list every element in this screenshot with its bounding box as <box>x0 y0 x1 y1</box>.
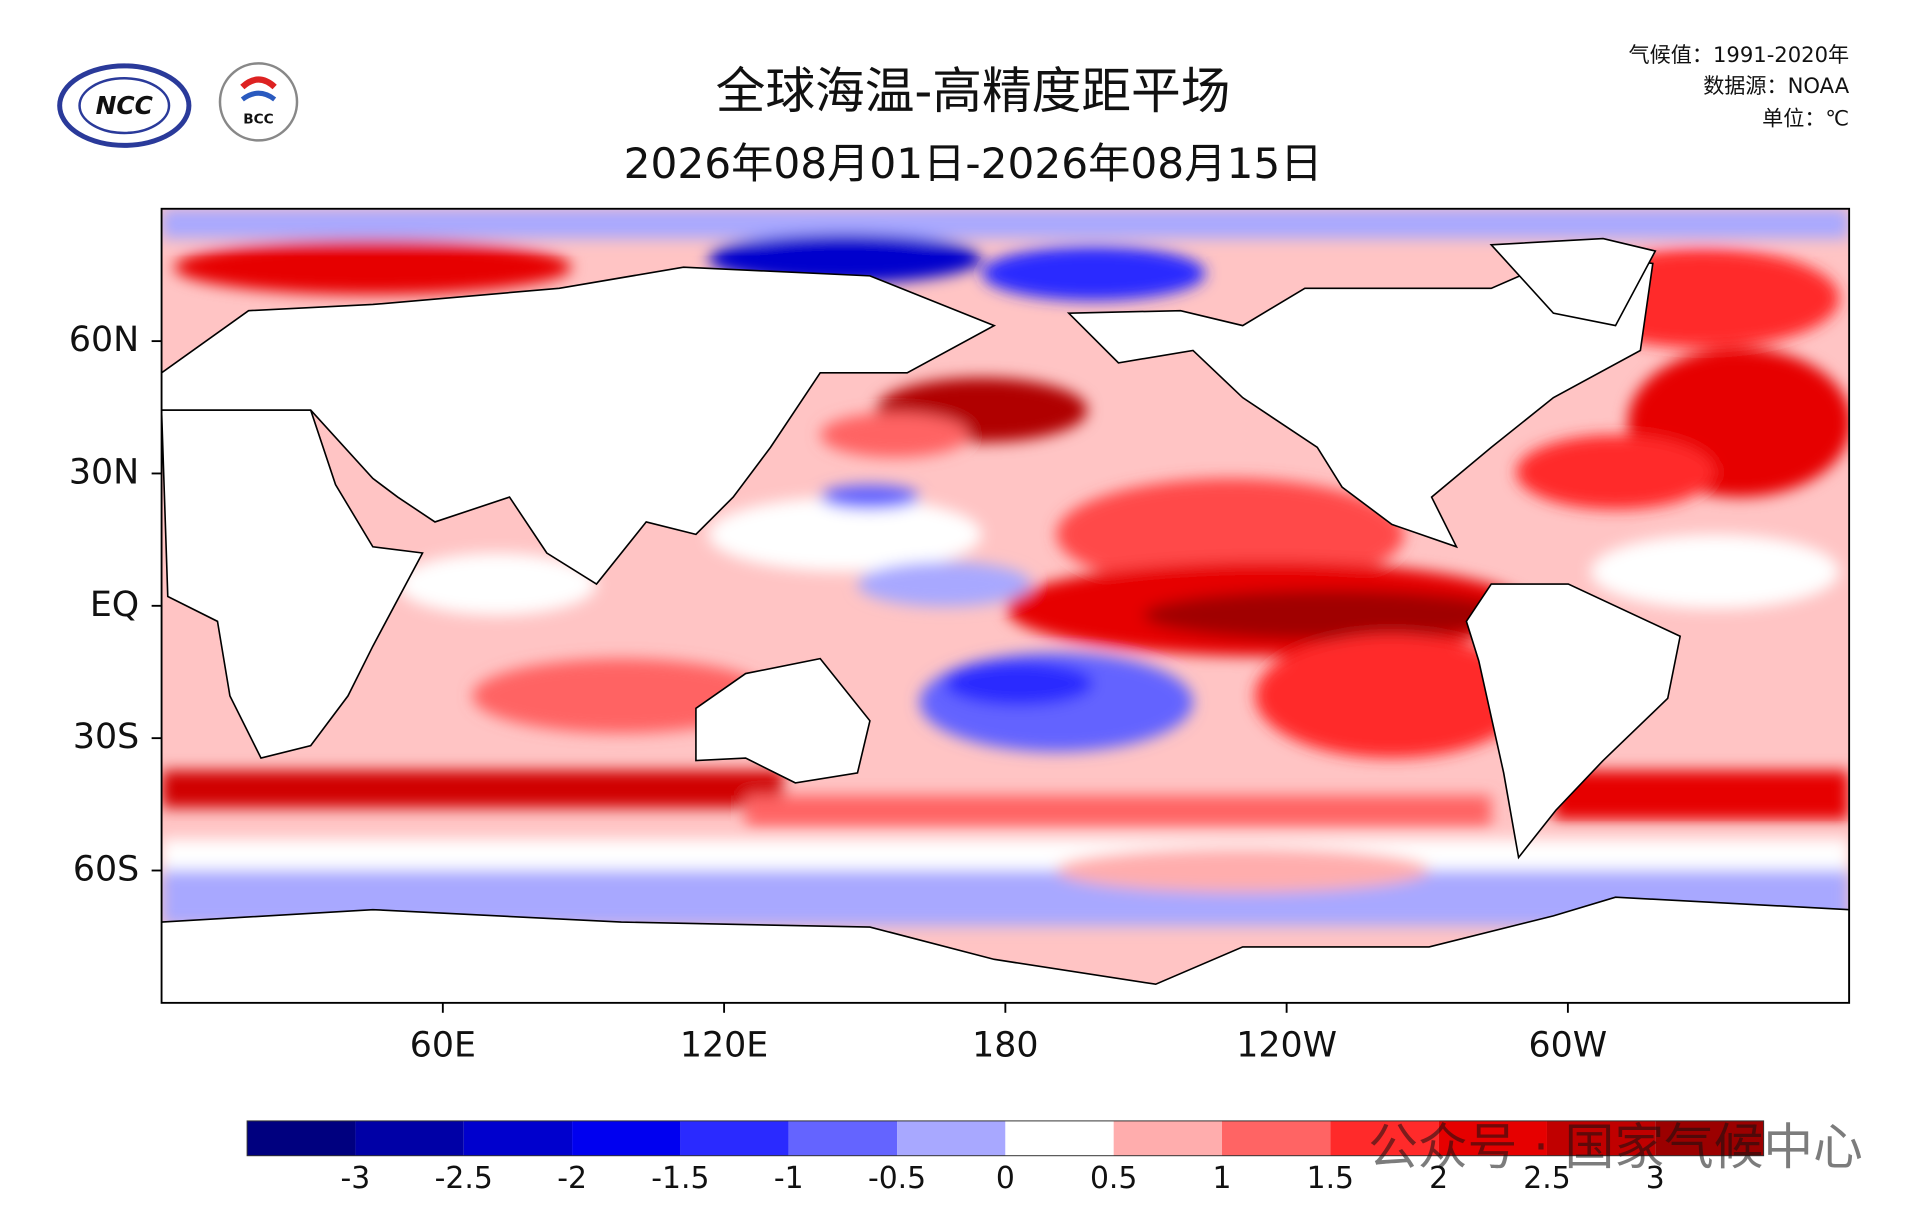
map-field <box>161 208 1850 1003</box>
colorbar-tick-label: -1.5 <box>651 1161 709 1196</box>
bcc-logo: BCC <box>218 62 299 142</box>
colorbar-box <box>463 1120 573 1156</box>
colorbar-box <box>355 1120 464 1156</box>
y-tick-label: 60S <box>73 850 139 890</box>
y-tick-label: EQ <box>90 585 139 625</box>
colorbar-tick-label: 2 <box>1429 1161 1448 1196</box>
subtitle: 2026年08月01日-2026年08月15日 <box>624 139 1323 188</box>
x-tick-label: 120E <box>680 1025 768 1065</box>
ncc-logo: NCC <box>57 63 192 148</box>
colorbar-box <box>247 1120 356 1156</box>
x-tick-label: 120W <box>1236 1025 1337 1065</box>
x-tick-label: 60E <box>410 1025 476 1065</box>
colorbar-tick-label: -2.5 <box>435 1161 493 1196</box>
colorbar-tick-label: 1.5 <box>1307 1161 1354 1196</box>
land <box>161 237 1850 1003</box>
colorbar-box <box>1330 1120 1439 1156</box>
colorbar-box <box>680 1120 789 1156</box>
colorbar-box <box>1222 1120 1331 1156</box>
y-tick-label: 30S <box>73 717 139 757</box>
colorbar-tick-label: -3 <box>341 1161 371 1196</box>
axes: 60E 120E 180 120W 60W 60N 30N EQ 30S 60S <box>69 320 1607 1065</box>
colorbar-tick-label: 1 <box>1213 1161 1232 1196</box>
y-tick-label: 60N <box>69 320 139 360</box>
x-tick-label: 180 <box>972 1025 1038 1065</box>
logo-text: NCC <box>96 91 153 120</box>
colorbar-frame <box>246 1120 1765 1157</box>
note: 单位：℃ <box>1762 105 1849 130</box>
colorbar-tick-label: 0.5 <box>1090 1161 1137 1196</box>
colorbar-box <box>1546 1120 1656 1156</box>
note: 数据源：NOAA <box>1703 73 1850 98</box>
colorbar-box <box>1005 1120 1114 1156</box>
colorbar-box <box>897 1120 1006 1156</box>
x-tick-label: 60W <box>1529 1025 1608 1065</box>
note: 气候值：1991-2020年 <box>1629 42 1850 67</box>
colorbar-tick-label: 3 <box>1646 1161 1665 1196</box>
colorbar-tick-label: 2.5 <box>1523 1161 1570 1196</box>
colorbar-tick-label: -0.5 <box>868 1161 926 1196</box>
title: 全球海温-高精度距平场 <box>716 62 1231 120</box>
y-tick-label: 30N <box>69 452 139 492</box>
colorbar-box <box>788 1120 898 1156</box>
logo-text: BCC <box>243 111 273 127</box>
colorbar-box <box>1438 1120 1547 1156</box>
colorbar-tick-label: -2 <box>557 1161 587 1196</box>
colorbar-tick-label: -1 <box>774 1161 804 1196</box>
colorbar-box <box>1113 1120 1223 1156</box>
colorbar-box <box>1655 1120 1764 1156</box>
colorbar-box <box>572 1120 681 1156</box>
colorbar: -3 -2.5 -2 -1.5 -1 -0.5 0 0.5 1 1.5 2 2.5 3 <box>246 1120 1765 1196</box>
watermark: 公众号 · 国家气候中心 <box>1368 1118 1863 1176</box>
colorbar-tick-label: 0 <box>996 1161 1015 1196</box>
